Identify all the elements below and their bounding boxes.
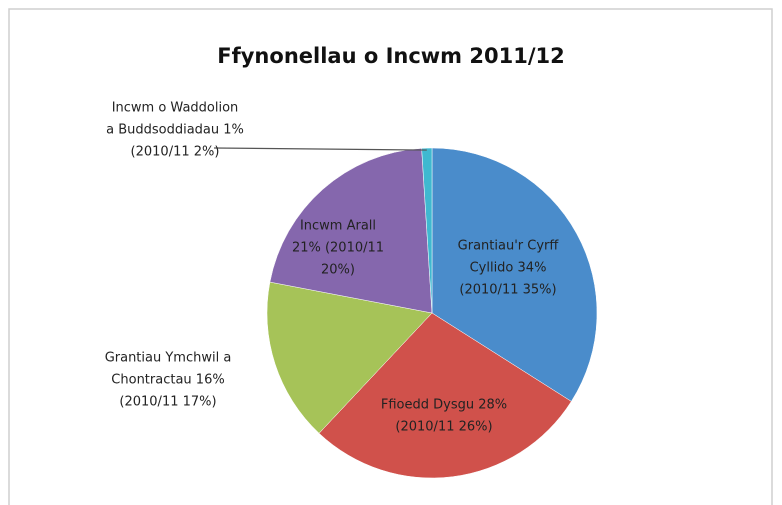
data-label: (2010/11 2%) bbox=[131, 145, 220, 160]
pie-slice bbox=[318, 312, 572, 479]
data-label: Ffioedd Dysgu 28% bbox=[381, 398, 507, 413]
data-label: 21% (2010/11 bbox=[292, 241, 384, 256]
data-label: 20%) bbox=[321, 263, 355, 278]
data-label: (2010/11 17%) bbox=[119, 395, 216, 410]
data-label: Cyllido 34% bbox=[470, 261, 547, 276]
pie-slice bbox=[421, 147, 433, 314]
data-label: (2010/11 26%) bbox=[395, 420, 492, 435]
data-label: Chontractau 16% bbox=[111, 373, 224, 388]
pie-slice bbox=[269, 148, 433, 314]
leader-line bbox=[213, 147, 427, 151]
chart-title: Ffynonellau o Incwm 2011/12 bbox=[217, 44, 564, 68]
data-label: Incwm Arall bbox=[300, 219, 376, 234]
pie-slice bbox=[266, 281, 433, 434]
data-label: a Buddsoddiadau 1% bbox=[106, 123, 244, 138]
pie-slice bbox=[431, 147, 598, 402]
data-label: Incwm o Waddolion bbox=[112, 101, 239, 116]
data-label: Grantiau'r Cyrff bbox=[458, 239, 560, 254]
chart-frame bbox=[8, 8, 773, 505]
data-label: (2010/11 35%) bbox=[459, 283, 556, 298]
data-label: Grantiau Ymchwil a bbox=[105, 351, 232, 366]
